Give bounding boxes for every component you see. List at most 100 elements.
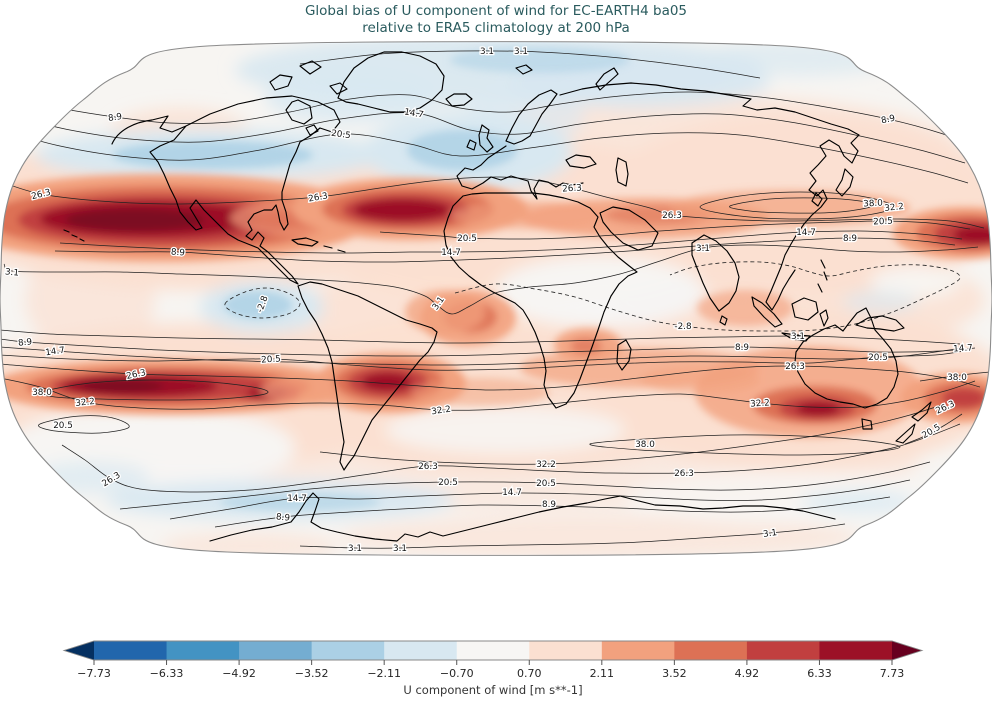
contour-label: 32.2 bbox=[431, 405, 452, 418]
colorbar-segment bbox=[456, 641, 530, 660]
contour-label: 20.5 bbox=[53, 421, 73, 431]
contour-line bbox=[0, 329, 961, 345]
coast-south-america bbox=[297, 281, 438, 471]
colorbar-tick-label: 0.70 bbox=[517, 667, 542, 680]
title-line-2: relative to ERA5 climatology at 200 hPa bbox=[362, 20, 630, 36]
contour-line bbox=[119, 461, 931, 510]
contour-label: 20.5 bbox=[330, 129, 351, 142]
contour-label: 26.3 bbox=[662, 211, 682, 221]
contour-label: 26.3 bbox=[785, 362, 805, 372]
contour-label: 14.7 bbox=[502, 488, 522, 498]
contour-line bbox=[0, 363, 981, 391]
contour-line bbox=[904, 413, 963, 445]
colorbar-segment bbox=[746, 641, 821, 660]
contour-line bbox=[299, 523, 846, 549]
contour-label: 3.1 bbox=[348, 544, 362, 554]
contour-line bbox=[54, 237, 956, 263]
contour-label: 20.5 bbox=[261, 354, 281, 365]
coast-caspian-sea bbox=[615, 157, 629, 187]
coast-tasmania bbox=[861, 418, 873, 430]
colorbar-segment bbox=[529, 641, 603, 660]
coast-caribbean bbox=[291, 237, 346, 253]
coast-arabia bbox=[599, 206, 659, 251]
coast-newfoundland bbox=[305, 124, 319, 136]
contour-line bbox=[39, 379, 269, 401]
contour-label: 26.3 bbox=[418, 462, 438, 472]
contour-label: 38.0 bbox=[635, 440, 655, 450]
colorbar-segment bbox=[166, 641, 240, 660]
colorbar-tick-label: 2.11 bbox=[590, 667, 615, 680]
colorbar-tick-label: −3.52 bbox=[295, 667, 329, 680]
contour-line bbox=[59, 230, 963, 254]
colorbar-tick-label: −6.33 bbox=[150, 667, 184, 680]
colorbar-tick-label: −4.92 bbox=[222, 667, 256, 680]
contour-label: 14.7 bbox=[403, 107, 424, 120]
contour-label: 8.9 bbox=[843, 234, 857, 244]
contour-label: 3.1 bbox=[480, 47, 494, 57]
contour-line bbox=[17, 91, 976, 148]
coast-india bbox=[691, 234, 740, 312]
coast-iceland bbox=[445, 93, 473, 107]
colorbar-tick-label: 4.92 bbox=[735, 667, 760, 680]
contour-line-negative bbox=[224, 287, 301, 319]
coast-black-sea bbox=[565, 154, 597, 169]
coast-north-america bbox=[111, 95, 341, 285]
contour-label: -2.8 bbox=[674, 322, 691, 332]
contour-label: 26.3 bbox=[308, 191, 329, 204]
map-area: 3.1 3.18.9 14.720.58.926.3 26.326.338.0 32.2… bbox=[0, 41, 992, 556]
map-outline bbox=[0, 41, 992, 556]
contour-line-negative bbox=[454, 261, 961, 332]
contour-label: 20.5 bbox=[438, 478, 458, 488]
colorbar-tick-label: 3.52 bbox=[662, 667, 687, 680]
coast-scandinavia bbox=[505, 89, 558, 145]
coast-british-isles bbox=[466, 124, 494, 153]
contour-label: 8.9 bbox=[171, 248, 186, 259]
contour-label: 20.5 bbox=[873, 216, 893, 227]
contour-line bbox=[38, 415, 130, 434]
contour-line bbox=[3, 244, 979, 315]
contour-line bbox=[0, 349, 971, 371]
colorbar-segment bbox=[819, 641, 893, 660]
coast-australia bbox=[794, 307, 899, 409]
colorbar-extend-left bbox=[64, 641, 94, 660]
contour-label: 3.1 bbox=[4, 267, 19, 278]
contour-label: 20.5 bbox=[536, 479, 556, 489]
plot-title: Global bias of U component of wind for E… bbox=[0, 3, 992, 37]
coast-hudson-bay bbox=[285, 99, 313, 125]
contour-label: 38.0 bbox=[863, 198, 883, 209]
contour-label: 26.3 bbox=[562, 183, 582, 194]
contour-line bbox=[919, 371, 991, 382]
colorbar-segment bbox=[239, 641, 313, 660]
contour-label: 26.3 bbox=[674, 469, 694, 479]
coast-japan-korea bbox=[811, 168, 854, 207]
contour-line bbox=[729, 197, 875, 214]
contour-label: 8.9 bbox=[735, 343, 749, 353]
coast-new-guinea bbox=[855, 315, 905, 332]
contour-label: 32.2 bbox=[884, 202, 905, 214]
coastlines bbox=[63, 51, 932, 542]
coast-indonesia bbox=[751, 296, 829, 342]
coast-greenland bbox=[337, 51, 445, 113]
contour-line bbox=[169, 479, 911, 520]
colorbar-extend-right bbox=[892, 641, 922, 660]
contour-label: 3.1 bbox=[696, 244, 710, 254]
title-line-1: Global bias of U component of wind for E… bbox=[304, 3, 688, 19]
coast-new-zealand bbox=[895, 401, 932, 444]
coast-antarctica bbox=[209, 492, 836, 542]
colorbar-segment bbox=[384, 641, 458, 660]
contour-label: 8.9 bbox=[880, 114, 896, 127]
colorbar-tick-label: −2.11 bbox=[367, 667, 401, 680]
contour-line bbox=[0, 377, 976, 411]
contour-label: 8.9 bbox=[108, 112, 123, 124]
contour-line bbox=[0, 338, 976, 357]
contour-label: 14.7 bbox=[953, 343, 973, 354]
contour-line bbox=[61, 423, 961, 493]
contour-label: 14.7 bbox=[441, 248, 461, 258]
contour-label: 3.1 bbox=[791, 332, 805, 342]
coast-europe bbox=[456, 145, 584, 200]
colorbar-segment bbox=[601, 641, 675, 660]
contour-label: 14.7 bbox=[796, 228, 816, 238]
contour-label: 3.1 bbox=[514, 47, 528, 57]
